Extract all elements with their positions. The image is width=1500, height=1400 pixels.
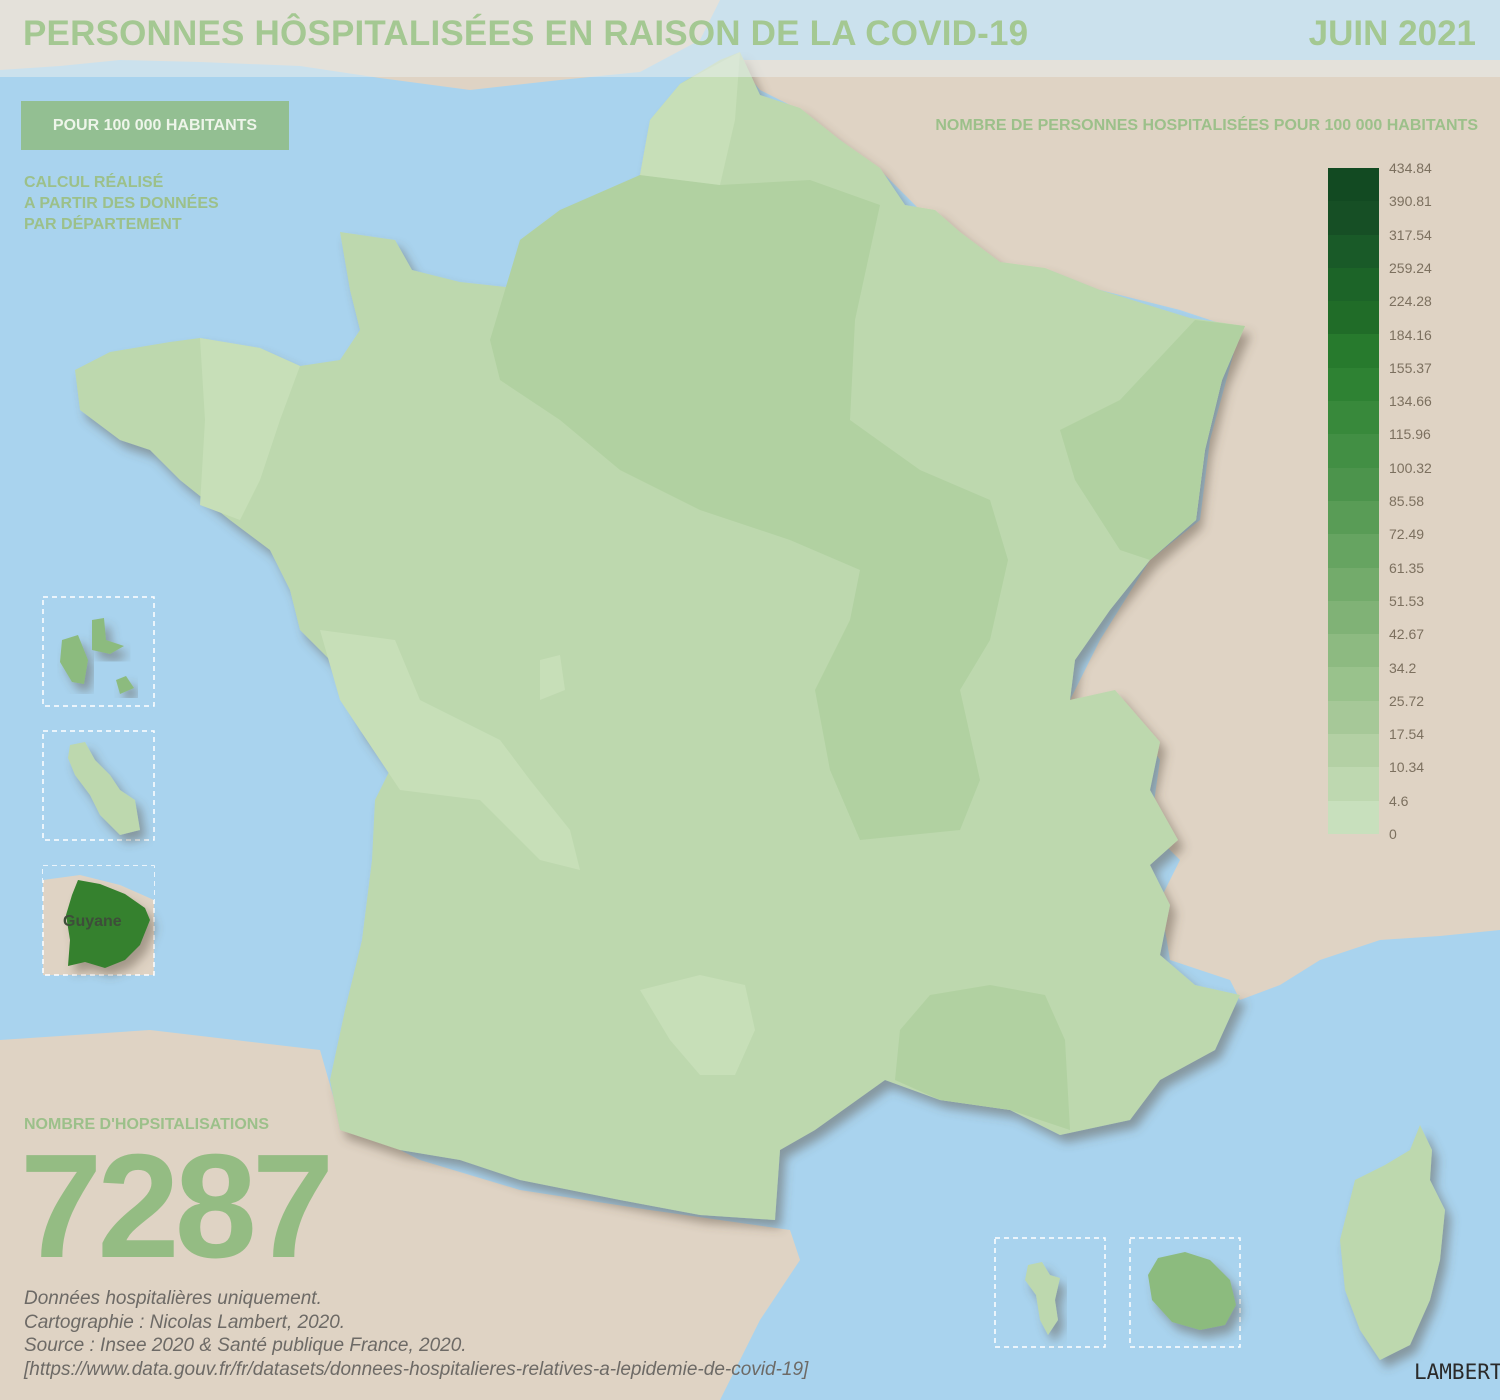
france-mainland bbox=[75, 52, 1245, 1220]
legend-tick-label: 61.35 bbox=[1389, 559, 1425, 576]
count-value: 7287 bbox=[20, 1124, 334, 1289]
guyane-label: Guyane bbox=[63, 913, 122, 930]
date-label: JUIN 2021 bbox=[1308, 14, 1476, 53]
legend-color-step bbox=[1328, 434, 1379, 468]
inset-reunion bbox=[1129, 1237, 1241, 1348]
unit-badge: POUR 100 000 HABITANTS bbox=[21, 101, 289, 150]
source-line: Source : Insee 2020 & Santé publique Fra… bbox=[24, 1335, 467, 1356]
legend-tick-label: 42.67 bbox=[1389, 626, 1425, 643]
legend-tick-label: 100.32 bbox=[1389, 459, 1432, 476]
legend-tick-label: 51.53 bbox=[1389, 592, 1425, 609]
legend-color-step bbox=[1328, 168, 1379, 202]
legend-tick-label: 34.2 bbox=[1389, 659, 1417, 676]
corsica bbox=[1340, 1125, 1445, 1360]
legend-tick-label: 72.49 bbox=[1389, 526, 1425, 543]
inset-mayotte bbox=[994, 1237, 1106, 1348]
legend-color-step bbox=[1328, 767, 1379, 801]
zone-finistere bbox=[200, 338, 300, 520]
inset-martinique bbox=[42, 730, 155, 841]
legend-title: NOMBRE DE PERSONNES HOSPITALISÉES POUR 1… bbox=[935, 117, 1478, 134]
zone-north-east-mid bbox=[490, 175, 1008, 840]
calc-line: CALCUL RÉALISÉ bbox=[24, 174, 164, 191]
legend-color-step bbox=[1328, 267, 1379, 302]
legend-tick-label: 317.54 bbox=[1389, 226, 1432, 243]
legend-tick-label: 259.24 bbox=[1389, 259, 1432, 276]
legend-color-step bbox=[1328, 500, 1379, 535]
source-notes: Données hospitalières uniquement. Cartog… bbox=[24, 1287, 808, 1381]
legend-tick-label: 4.6 bbox=[1389, 792, 1409, 809]
legend-color-step bbox=[1328, 401, 1379, 435]
legend-color-step bbox=[1328, 534, 1379, 568]
legend-tick-label: 184.16 bbox=[1389, 326, 1432, 343]
legend-tick-label: 85.58 bbox=[1389, 493, 1425, 509]
legend-tick-label: 25.72 bbox=[1389, 692, 1425, 709]
legend-tick-label: 134.66 bbox=[1389, 393, 1432, 410]
source-link[interactable]: [https://www.data.gouv.fr/fr/datasets/do… bbox=[24, 1358, 809, 1380]
legend-color-step bbox=[1328, 734, 1379, 768]
legend-color-step bbox=[1328, 334, 1379, 368]
legend-tick-label: 17.54 bbox=[1389, 726, 1425, 743]
legend-color-step bbox=[1328, 234, 1379, 268]
legend-color-step bbox=[1328, 600, 1379, 635]
iberia-land bbox=[0, 1030, 800, 1400]
legend-color-step bbox=[1328, 567, 1379, 601]
legend-tick-label: 10.34 bbox=[1389, 759, 1425, 776]
legend-tick-label: 390.81 bbox=[1389, 193, 1432, 210]
legend-color-step bbox=[1328, 367, 1379, 402]
inset-guadeloupe bbox=[42, 596, 155, 707]
author-signature: LAMBERT bbox=[1414, 1360, 1500, 1384]
legend-color-step bbox=[1328, 634, 1379, 668]
legend-color-scale bbox=[1328, 168, 1379, 834]
legend-color-step bbox=[1328, 201, 1379, 235]
zone-provence bbox=[895, 985, 1070, 1130]
legend-color-step bbox=[1328, 667, 1379, 701]
legend-tick-label: 434.84 bbox=[1389, 160, 1432, 176]
legend-color-step bbox=[1328, 700, 1379, 735]
inset-guyane bbox=[42, 865, 155, 976]
source-line: Données hospitalières uniquement. bbox=[24, 1288, 322, 1309]
zone-alsace bbox=[1060, 320, 1245, 560]
calc-line: PAR DÉPARTEMENT bbox=[24, 216, 182, 233]
zone-nord-edge bbox=[640, 52, 740, 185]
zone-indre bbox=[540, 655, 565, 700]
continental-europe-land bbox=[735, 60, 1500, 1000]
legend-color-step bbox=[1328, 301, 1379, 335]
legend-color-step bbox=[1328, 467, 1379, 501]
calculation-note: CALCUL RÉALISÉ A PARTIR DES DONNÉES PAR … bbox=[24, 172, 284, 235]
legend-color-step bbox=[1328, 800, 1379, 834]
zone-vendee bbox=[320, 630, 580, 870]
calc-line: A PARTIR DES DONNÉES bbox=[24, 195, 219, 212]
title-bar bbox=[0, 0, 1500, 77]
legend-tick-label: 115.96 bbox=[1389, 426, 1431, 443]
legend-tick-label: 224.28 bbox=[1389, 293, 1432, 310]
source-line: Cartographie : Nicolas Lambert, 2020. bbox=[24, 1311, 346, 1333]
page-title: PERSONNES HÔSPITALISÉES EN RAISON DE LA … bbox=[23, 14, 1029, 53]
legend-tick-label: 0 bbox=[1389, 826, 1397, 842]
zone-center-south bbox=[640, 975, 755, 1075]
legend-tick-label: 155.37 bbox=[1389, 359, 1432, 376]
count-label: NOMBRE D'HOPSITALISATIONS bbox=[24, 1116, 269, 1133]
